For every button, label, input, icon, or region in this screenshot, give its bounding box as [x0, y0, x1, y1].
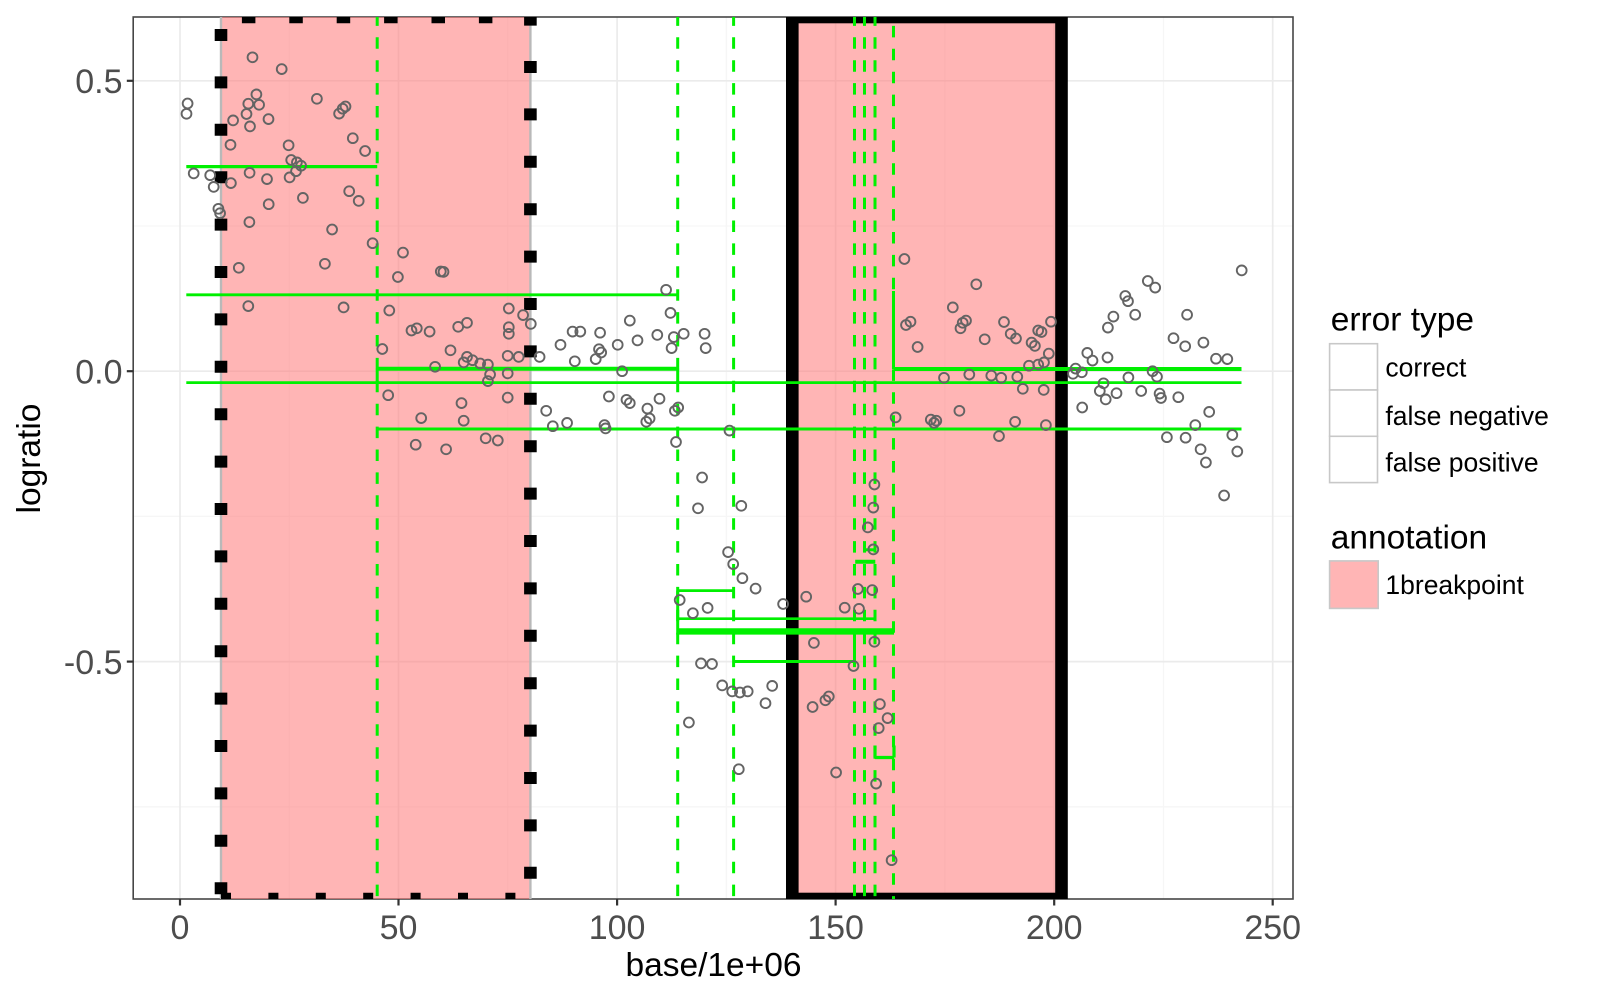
- svg-text:false positive: false positive: [1385, 448, 1538, 478]
- svg-text:-0.5: -0.5: [64, 644, 123, 682]
- svg-text:0.5: 0.5: [75, 63, 122, 101]
- svg-text:annotation: annotation: [1331, 519, 1487, 556]
- svg-text:error type: error type: [1331, 302, 1474, 339]
- svg-text:50: 50: [380, 909, 418, 947]
- svg-text:1breakpoint: 1breakpoint: [1385, 570, 1524, 600]
- svg-text:100: 100: [589, 909, 646, 947]
- svg-text:150: 150: [807, 909, 864, 947]
- svg-text:250: 250: [1244, 909, 1301, 947]
- svg-text:0: 0: [171, 909, 190, 947]
- svg-text:correct: correct: [1385, 353, 1467, 383]
- svg-text:0.0: 0.0: [75, 353, 122, 391]
- svg-text:200: 200: [1026, 909, 1083, 947]
- svg-text:logratio: logratio: [11, 404, 48, 514]
- svg-text:base/1e+06: base/1e+06: [625, 947, 801, 984]
- svg-text:false negative: false negative: [1385, 401, 1549, 431]
